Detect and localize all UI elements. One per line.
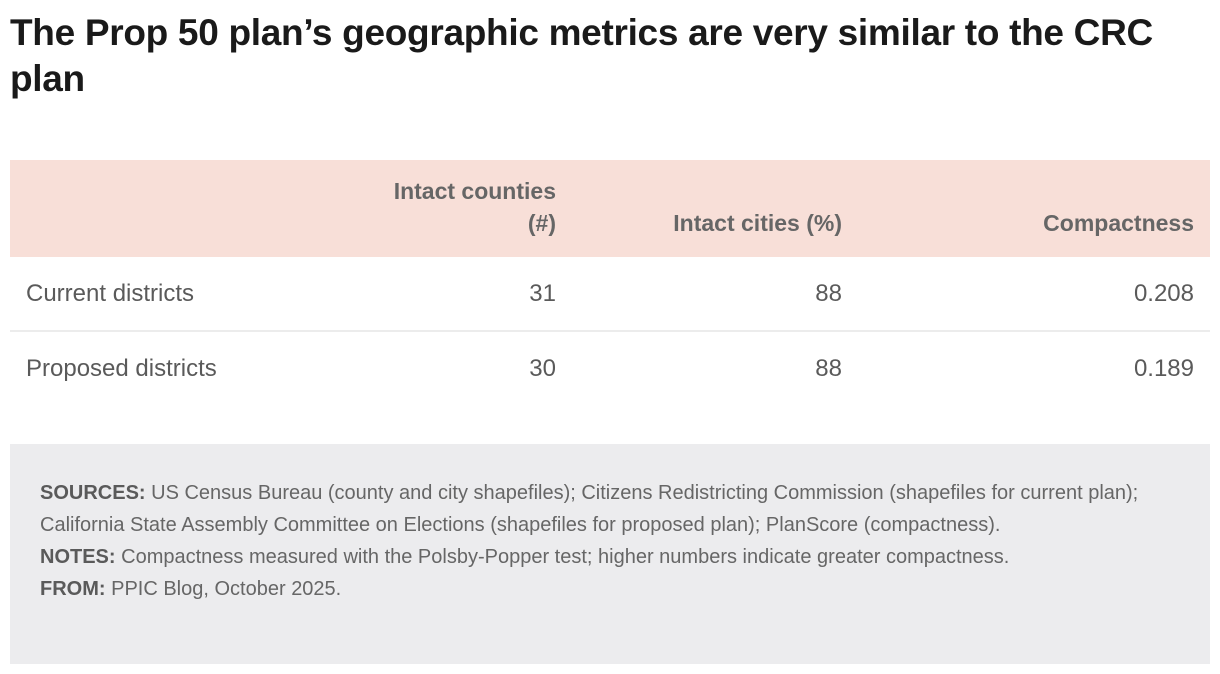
sources-note: SOURCES: US Census Bureau (county and ci… — [40, 477, 1180, 541]
notes-note: NOTES: Compactness measured with the Pol… — [40, 541, 1180, 573]
intact-cities-cell: 88 — [815, 279, 842, 307]
header-cell-row-label — [10, 160, 272, 257]
footnotes-panel: SOURCES: US Census Bureau (county and ci… — [10, 444, 1210, 664]
header-cell-intact-counties: Intact counties (#) — [272, 160, 572, 257]
header-row: Intact counties (#) Intact cities (%) Com… — [10, 160, 1210, 257]
header-line: Intact counties — [393, 178, 556, 204]
table-header: Intact counties (#) Intact cities (%) Com… — [10, 160, 1210, 257]
chart-title: The Prop 50 plan’s geographic metrics ar… — [10, 12, 1153, 99]
table-row: Current districts 31 88 0.208 — [10, 257, 1210, 331]
compactness-cell: 0.208 — [1133, 279, 1194, 307]
sources-text: US Census Bureau (county and city shapef… — [40, 482, 1139, 536]
intact-counties-cell: 30 — [529, 354, 556, 382]
from-text: PPIC Blog, October 2025. — [111, 578, 342, 600]
from-label: FROM: — [40, 578, 106, 600]
intact-counties-cell: 31 — [529, 279, 556, 307]
row-label-cell: Current districts — [26, 279, 195, 307]
header-cell-compactness: Compactness — [1043, 210, 1194, 236]
row-label-cell: Proposed districts — [26, 354, 217, 382]
from-note: FROM: PPIC Blog, October 2025. — [40, 573, 1180, 605]
notes-text: Compactness measured with the Polsby-Pop… — [121, 546, 1010, 568]
metrics-table: Intact counties (#) Intact cities (%) Com… — [10, 160, 1210, 405]
sources-label: SOURCES: — [40, 482, 146, 504]
header-cell-intact-cities: Intact cities (%) — [673, 210, 842, 236]
table-body: Current districts 31 88 0.208 Proposed d… — [10, 257, 1210, 405]
table-row: Proposed districts 30 88 0.189 — [10, 331, 1210, 405]
compactness-cell: 0.189 — [1133, 354, 1194, 382]
notes-label: NOTES: — [40, 546, 116, 568]
intact-cities-cell: 88 — [815, 354, 842, 382]
header-line: (#) — [527, 210, 556, 236]
